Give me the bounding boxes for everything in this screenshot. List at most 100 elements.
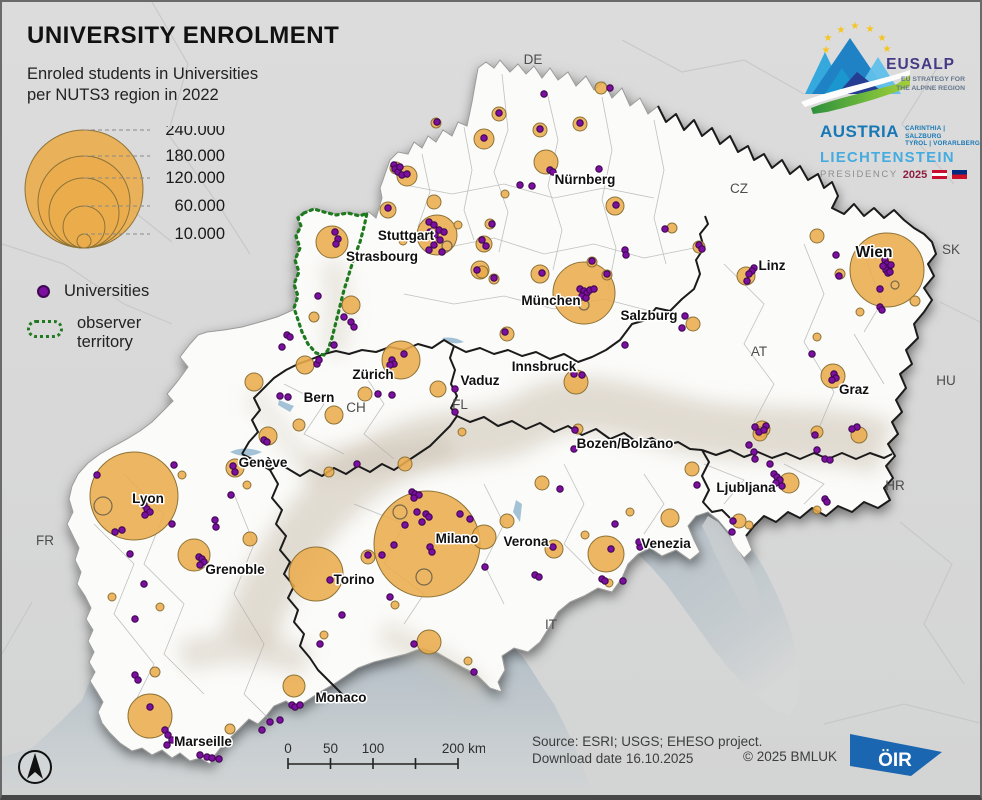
university-dot: [588, 257, 596, 265]
mediterranean-sea: [2, 648, 592, 795]
university-dot: [698, 245, 706, 253]
enrolment-circle: [107, 592, 117, 602]
enrolment-circle: [812, 332, 822, 342]
university-dot: [364, 551, 372, 559]
university-dot: [338, 611, 346, 619]
university-dot: [331, 228, 339, 236]
university-dot: [378, 551, 386, 559]
legend-size-value: 180.000: [165, 147, 225, 165]
city-label: Nürnberg: [555, 172, 616, 187]
enrolment-circle: [809, 228, 825, 244]
page-title: UNIVERSITY ENROLMENT: [27, 22, 340, 49]
university-dot: [480, 134, 488, 142]
university-dot: [168, 736, 176, 744]
university-dot-icon: [37, 285, 50, 298]
university-dot: [607, 545, 615, 553]
university-dot: [611, 520, 619, 528]
university-dot: [729, 517, 737, 525]
presidency-block: AUSTRIA CARINTHIA | SALZBURG TYROL | VOR…: [820, 122, 980, 181]
university-dot: [140, 580, 148, 588]
enrolment-circle: [534, 475, 550, 491]
university-dot: [330, 341, 338, 349]
university-dot: [536, 125, 544, 133]
observer-label-line1: observer: [77, 314, 142, 332]
university-dot: [478, 236, 486, 244]
university-dot: [619, 577, 627, 585]
university-dot: [168, 520, 176, 528]
liechtenstein-flag-icon: [952, 170, 968, 179]
svg-text:★: ★: [822, 45, 831, 56]
enrolment-circle: [416, 629, 442, 655]
city-label: Stuttgart: [378, 228, 435, 243]
city-label: Torino: [334, 572, 375, 587]
university-dot: [388, 391, 396, 399]
source-block: Source: ESRI; USGS; EHESO project. Downl…: [532, 733, 762, 767]
university-dot: [549, 168, 557, 176]
enrolment-circle: [242, 480, 252, 490]
university-dot: [745, 441, 753, 449]
university-dot: [212, 523, 220, 531]
university-dot: [750, 448, 758, 456]
enrolment-circle: [89, 451, 179, 541]
country-label: CH: [346, 400, 366, 415]
university-dot: [823, 498, 831, 506]
university-dot: [466, 515, 474, 523]
enrolment-circle: [471, 524, 497, 550]
country-label: HU: [936, 373, 956, 388]
university-dot: [141, 511, 149, 519]
enrolment-circle: [500, 189, 510, 199]
enrolment-circle: [625, 507, 635, 517]
eusalp-logo-block: ★ ★ ★ ★ ★ ★ ★ EUSALP EU STRATEGY FOR THE ALP…: [797, 8, 980, 181]
country-label: FL: [452, 397, 468, 412]
city-label: Lyon: [132, 491, 164, 506]
eusalp-sub2: THE ALPINE REGION: [896, 85, 965, 92]
city-label: Wien: [856, 244, 893, 261]
university-dot: [482, 242, 490, 250]
regions-label: CARINTHIA | SALZBURG TYROL | VORARLBERG: [905, 125, 980, 148]
svg-text:★: ★: [866, 24, 875, 35]
university-dot: [430, 241, 438, 249]
country-label: FR: [36, 533, 54, 548]
university-dot: [425, 246, 433, 254]
university-dot: [126, 550, 134, 558]
legend-size-value: 120.000: [165, 169, 225, 187]
university-dot: [826, 456, 834, 464]
university-dot: [501, 328, 509, 336]
university-dot: [681, 312, 689, 320]
university-dot: [211, 516, 219, 524]
university-dot: [876, 285, 884, 293]
austria-flag-icon: [932, 170, 948, 179]
university-dot: [350, 323, 358, 331]
enrolment-overlap-ring: [93, 496, 113, 516]
header: UNIVERSITY ENROLMENT Enroled students in…: [27, 22, 339, 106]
university-dot: [401, 521, 409, 529]
enrolment-circle: [855, 307, 865, 317]
university-dot: [635, 538, 643, 546]
country-label: SK: [942, 242, 960, 257]
city-label: Milano: [436, 531, 479, 546]
enrolment-circle: [587, 535, 625, 573]
university-dot: [332, 240, 340, 248]
city-label: Bozen/Bolzano: [577, 436, 674, 451]
regions-line2: TYROL | VORARLBERG: [905, 140, 980, 147]
enrolment-circle: [429, 380, 447, 398]
city-label: Zürich: [352, 367, 393, 382]
country-label: DE: [524, 52, 543, 67]
green-swoosh-icon: [811, 75, 910, 114]
university-dot: [481, 563, 489, 571]
university-dot: [440, 228, 448, 236]
scale-bar: 0 50 100 200 km: [284, 742, 485, 769]
enrolment-circle: [397, 456, 413, 472]
university-dot: [556, 485, 564, 493]
enrolment-circle: [282, 674, 306, 698]
svg-text:★: ★: [878, 33, 887, 44]
university-dot: [438, 248, 446, 256]
enrolment-circle: [315, 225, 349, 259]
presidency-label: PRESIDENCY: [820, 169, 898, 180]
presidency-year: 2025: [902, 168, 928, 181]
university-dot: [428, 548, 436, 556]
country-borders: [241, 105, 937, 695]
university-dot: [612, 201, 620, 209]
country-labels-layer: DE CZ SK AT HU HR FR IT CH FL: [36, 52, 960, 632]
legend-size-circle: [76, 233, 92, 249]
